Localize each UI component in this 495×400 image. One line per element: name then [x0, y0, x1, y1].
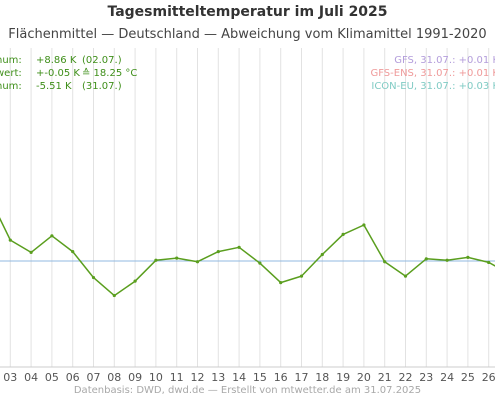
data-point	[445, 258, 449, 262]
data-point	[50, 234, 54, 238]
data-point	[466, 255, 470, 259]
x-tick-label: 08	[107, 371, 121, 384]
x-tick-label: 23	[419, 371, 433, 384]
stat-value: +8.86 K	[36, 55, 77, 66]
data-point	[133, 279, 137, 283]
x-tick-label: 17	[295, 371, 309, 384]
x-tick-label: 09	[128, 371, 142, 384]
x-tick-label: 13	[211, 371, 225, 384]
x-tick-label: 06	[66, 371, 80, 384]
chart-title: Tagesmitteltemperatur im Juli 2025	[107, 4, 388, 20]
x-tick-label: 24	[440, 371, 454, 384]
data-point	[424, 257, 428, 261]
stat-extra: (02.07.)	[82, 55, 122, 66]
data-point	[362, 223, 366, 227]
data-point	[29, 250, 33, 254]
chart-footer: Datenbasis: DWD, dwd.de — Erstellt von m…	[73, 385, 422, 396]
x-tick-label: 20	[357, 371, 371, 384]
forecast-label: GFS-ENS, 31.07.: +0.01 K	[370, 68, 495, 79]
data-point	[71, 250, 75, 254]
stat-extra: ≙ 18.25 °C	[82, 67, 137, 79]
x-tick-label: 19	[336, 371, 350, 384]
x-tick-label: 04	[24, 371, 38, 384]
x-tick-label: 03	[3, 371, 17, 384]
x-tick-label: 16	[274, 371, 288, 384]
x-tick-label: 12	[191, 371, 205, 384]
x-tick-label: 26	[482, 371, 495, 384]
stat-extra: (31.07.)	[82, 81, 122, 92]
data-point	[195, 260, 200, 264]
x-tick-label: 05	[45, 371, 59, 384]
data-point	[8, 238, 12, 242]
data-point	[383, 260, 387, 264]
stat-value: +-0.05 K	[36, 68, 80, 79]
data-point	[237, 245, 241, 249]
data-point	[320, 252, 324, 257]
x-tick-label: 14	[232, 371, 246, 384]
x-tick-label: 15	[253, 371, 267, 384]
data-point	[91, 275, 96, 280]
data-point	[341, 232, 345, 236]
x-tick-label: 18	[315, 371, 329, 384]
data-point	[487, 260, 491, 265]
series-line	[0, 217, 495, 297]
data-point	[403, 274, 408, 278]
data-point	[216, 250, 220, 254]
data-point	[299, 274, 304, 278]
x-tick-label: 11	[170, 371, 184, 384]
data-point	[112, 293, 116, 298]
data-point	[154, 258, 158, 262]
x-tick-label: 21	[378, 371, 392, 384]
forecast-label: GFS, 31.07.: +0.01 K	[394, 55, 495, 66]
stat-label: num:	[0, 81, 22, 92]
x-tick-label: 10	[149, 371, 163, 384]
data-point	[175, 256, 179, 260]
stat-value: -5.51 K	[36, 81, 72, 92]
stat-label: wert:	[0, 68, 22, 79]
stat-label: num:	[0, 55, 22, 66]
x-tick-label: 22	[399, 371, 413, 384]
x-tick-label: 25	[461, 371, 475, 384]
x-tick-label: 07	[87, 371, 101, 384]
forecast-label: ICON-EU, 31.07.: +0.03 K	[371, 81, 495, 92]
data-point	[279, 281, 283, 285]
data-point	[258, 261, 262, 265]
chart-subtitle: Flächenmittel — Deutschland — Abweichung…	[8, 27, 487, 42]
